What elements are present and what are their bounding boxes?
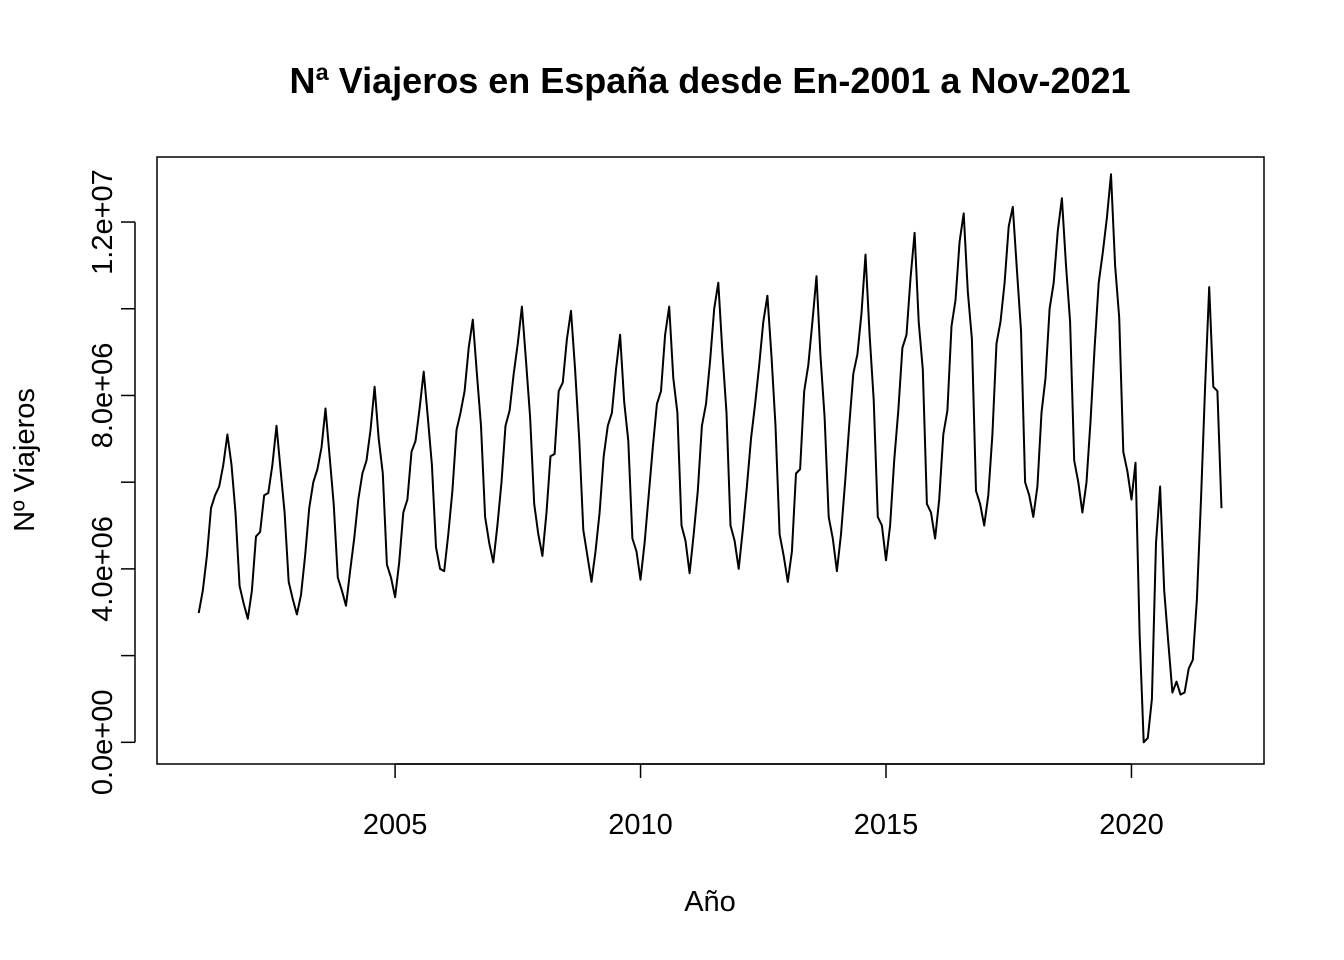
y-tick-label: 1.2e+07 <box>87 169 119 275</box>
chart-title: Nª Viajeros en España desde En-2001 a No… <box>289 60 1130 101</box>
y-tick-label: 4.0e+06 <box>87 516 119 622</box>
x-tick-label: 2015 <box>854 809 919 841</box>
y-axis-label: Nº Viajeros <box>9 388 41 532</box>
y-tick-label: 0.0e+00 <box>87 690 119 796</box>
x-axis: 2005 2010 2015 2020 <box>363 763 1164 841</box>
x-tick-label: 2005 <box>363 809 428 841</box>
series-line <box>197 173 1223 744</box>
y-tick-label: 8.0e+06 <box>87 343 119 449</box>
x-tick-label: 2010 <box>608 809 673 841</box>
y-axis: 0.0e+00 4.0e+06 8.0e+06 1.2e+07 <box>87 169 136 796</box>
x-tick-label: 2020 <box>1099 809 1164 841</box>
x-axis-label: Año <box>684 886 736 918</box>
plot-frame <box>156 156 1265 765</box>
